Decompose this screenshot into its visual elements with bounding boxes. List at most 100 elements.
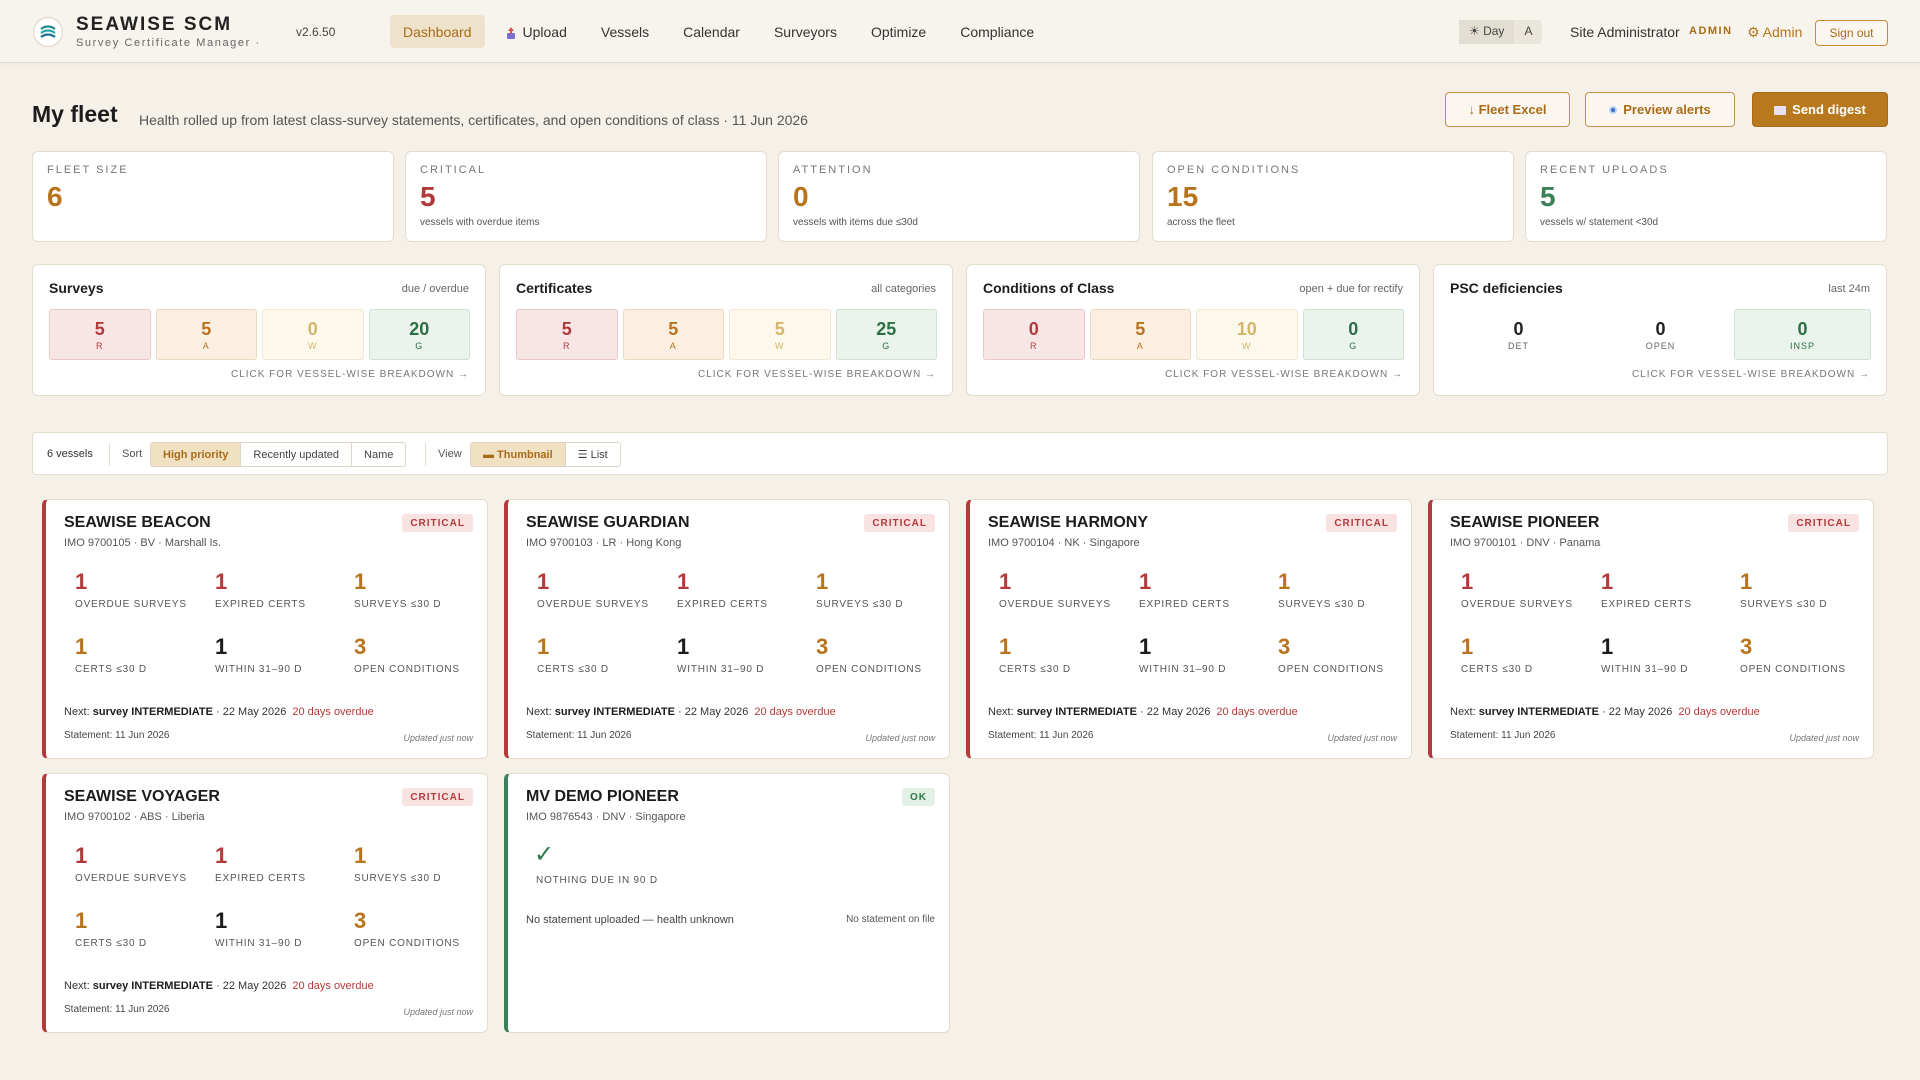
- view-list[interactable]: ☰ List: [577, 449, 608, 461]
- overdue-text: 20 days overdue: [754, 706, 836, 718]
- panel-note: due / overdue: [401, 283, 469, 295]
- send-digest-button[interactable]: Send digest: [1752, 92, 1888, 127]
- tile-label: R: [563, 340, 571, 351]
- panel-psc-deficiencies[interactable]: PSC deficiencies last 24m 0 DET 0 OPEN 0 IN…: [1433, 264, 1887, 396]
- vessel-card[interactable]: SEAWISE VOYAGER IMO 9700102 · ABS · Libe…: [42, 773, 488, 1033]
- theme-toggle: ☀ Day A: [1459, 20, 1543, 44]
- breakdown-link[interactable]: CLICK FOR VESSEL-WISE BREAKDOWN →: [1164, 369, 1403, 380]
- tile-value: 20: [409, 318, 430, 339]
- metric-surveys-30d: 1 SURVEYS ≤30 D: [1740, 570, 1870, 611]
- next-prefix: Next:: [64, 980, 90, 992]
- theme-day-button[interactable]: ☀ Day: [1459, 20, 1515, 44]
- metric-label: OPEN CONDITIONS: [1740, 664, 1846, 675]
- nav-dashboard-label: Dashboard: [403, 23, 472, 40]
- view-thumbnail[interactable]: ▬ Thumbnail: [471, 443, 566, 466]
- breakdown-link[interactable]: CLICK FOR VESSEL-WISE BREAKDOWN →: [1631, 369, 1870, 380]
- nav-surveyors[interactable]: Surveyors: [761, 15, 850, 48]
- fleet-toolbar: 6 vessels Sort High priority Recently up…: [32, 432, 1888, 475]
- theme-auto-button[interactable]: A: [1524, 24, 1533, 38]
- preview-alerts-button[interactable]: Preview alerts: [1585, 92, 1735, 127]
- breakdown-link[interactable]: CLICK FOR VESSEL-WISE BREAKDOWN →: [230, 369, 469, 380]
- sort-name[interactable]: Name: [364, 448, 394, 461]
- tile-green[interactable]: 25 G: [835, 309, 937, 360]
- stat-card-recent-uploads[interactable]: RECENT UPLOADS 5 vessels w/ statement <3…: [1525, 151, 1887, 242]
- updated-text: Updated just now: [1789, 733, 1859, 743]
- metric-value: 1: [1461, 569, 1474, 594]
- metric-open-conditions: 3 OPEN CONDITIONS: [816, 635, 946, 676]
- status-badge: OK: [902, 788, 935, 806]
- metric-value: 1: [1139, 569, 1152, 594]
- metric-label: OVERDUE SURVEYS: [75, 599, 187, 610]
- nav-optimize[interactable]: Optimize: [858, 15, 939, 48]
- fleet-excel-button[interactable]: ↓ Fleet Excel: [1445, 92, 1570, 127]
- metric-label: CERTS ≤30 D: [999, 664, 1071, 675]
- metric-label: OPEN CONDITIONS: [354, 938, 460, 949]
- tile-value: 5: [774, 318, 785, 339]
- upload-icon: [506, 26, 516, 39]
- metric-label: CERTS ≤30 D: [537, 664, 609, 675]
- breakdown-link[interactable]: CLICK FOR VESSEL-WISE BREAKDOWN →: [697, 369, 936, 380]
- tile-label: A: [669, 340, 677, 351]
- vessel-card[interactable]: MV DEMO PIONEER IMO 9876543 · DNV · Sing…: [504, 773, 950, 1033]
- app-logo[interactable]: [33, 17, 63, 47]
- tile-watch[interactable]: 10 W: [1196, 309, 1298, 360]
- metric-surveys-30d: 1 SURVEYS ≤30 D: [354, 570, 484, 611]
- nav-compliance[interactable]: Compliance: [947, 15, 1047, 48]
- view-label: View: [438, 448, 462, 460]
- wave-logo-icon: [40, 25, 56, 38]
- vessel-card[interactable]: SEAWISE PIONEER IMO 9700101 · DNV · Pana…: [1428, 499, 1874, 759]
- nav-vessels[interactable]: Vessels: [588, 15, 662, 48]
- overdue-text: 20 days overdue: [1678, 706, 1760, 718]
- top-bar: SEAWISE SCM Survey Certificate Manager ·…: [0, 0, 1920, 63]
- metric-certs-30d: 1 CERTS ≤30 D: [999, 634, 1129, 676]
- nothing-due-label: NOTHING DUE IN 90 D: [536, 875, 658, 886]
- vessel-card[interactable]: SEAWISE GUARDIAN IMO 9700103 · LR · Hong…: [504, 499, 950, 759]
- tile-open[interactable]: 0 OPEN: [1592, 309, 1729, 360]
- sort-recently-updated[interactable]: Recently updated: [241, 443, 353, 466]
- metric-value: 3: [354, 908, 367, 933]
- vessel-card[interactable]: SEAWISE HARMONY IMO 9700104 · NK · Singa…: [966, 499, 1412, 759]
- status-badge: CRITICAL: [402, 514, 473, 532]
- nav-upload[interactable]: Upload: [493, 15, 580, 48]
- app-version: v2.6.50: [296, 25, 336, 39]
- vessel-card[interactable]: SEAWISE BEACON IMO 9700105 · BV · Marsha…: [42, 499, 488, 759]
- metric-overdue-surveys: 1 OVERDUE SURVEYS: [75, 570, 205, 611]
- admin-link[interactable]: ⚙ Admin: [1747, 24, 1803, 40]
- tile-green[interactable]: 20 G: [368, 309, 470, 360]
- stat-card-open-conditions[interactable]: OPEN CONDITIONS 15 across the fleet: [1152, 151, 1514, 242]
- panel-conditions-of-class[interactable]: Conditions of Class open + due for recti…: [966, 264, 1420, 396]
- vessel-details: IMO 9876543 · DNV · Singapore: [526, 811, 686, 823]
- metric-value: 1: [75, 843, 88, 868]
- vessel-count: 6 vessels: [47, 448, 93, 460]
- metric-expired-certs: 1 EXPIRED CERTS: [1601, 570, 1731, 611]
- nav-calendar[interactable]: Calendar: [670, 15, 753, 48]
- sort-segmented-control: High priority Recently updated Name: [150, 442, 407, 467]
- vessel-name: SEAWISE BEACON: [64, 514, 211, 531]
- tile-label: INSP: [1789, 340, 1815, 351]
- metric-open-conditions: 3 OPEN CONDITIONS: [354, 908, 484, 950]
- metric-surveys-30d: 1 SURVEYS ≤30 D: [354, 844, 484, 885]
- tile-inspections[interactable]: 0 INSP: [1734, 309, 1871, 360]
- sign-out-button[interactable]: Sign out: [1815, 20, 1888, 46]
- nav-dashboard[interactable]: Dashboard: [390, 15, 485, 48]
- metric-value: 1: [999, 634, 1012, 659]
- stat-card-attention[interactable]: ATTENTION 0 vessels with items due ≤30d: [778, 151, 1140, 242]
- next-date: · 22 May 2026: [216, 706, 287, 718]
- tile-detentions[interactable]: 0 DET: [1450, 309, 1587, 360]
- user-role-badge: ADMIN: [1689, 25, 1733, 37]
- tile-label: W: [775, 340, 785, 351]
- stat-card-critical[interactable]: CRITICAL 5 vessels with overdue items: [405, 151, 767, 242]
- sort-high-priority[interactable]: High priority: [151, 443, 242, 466]
